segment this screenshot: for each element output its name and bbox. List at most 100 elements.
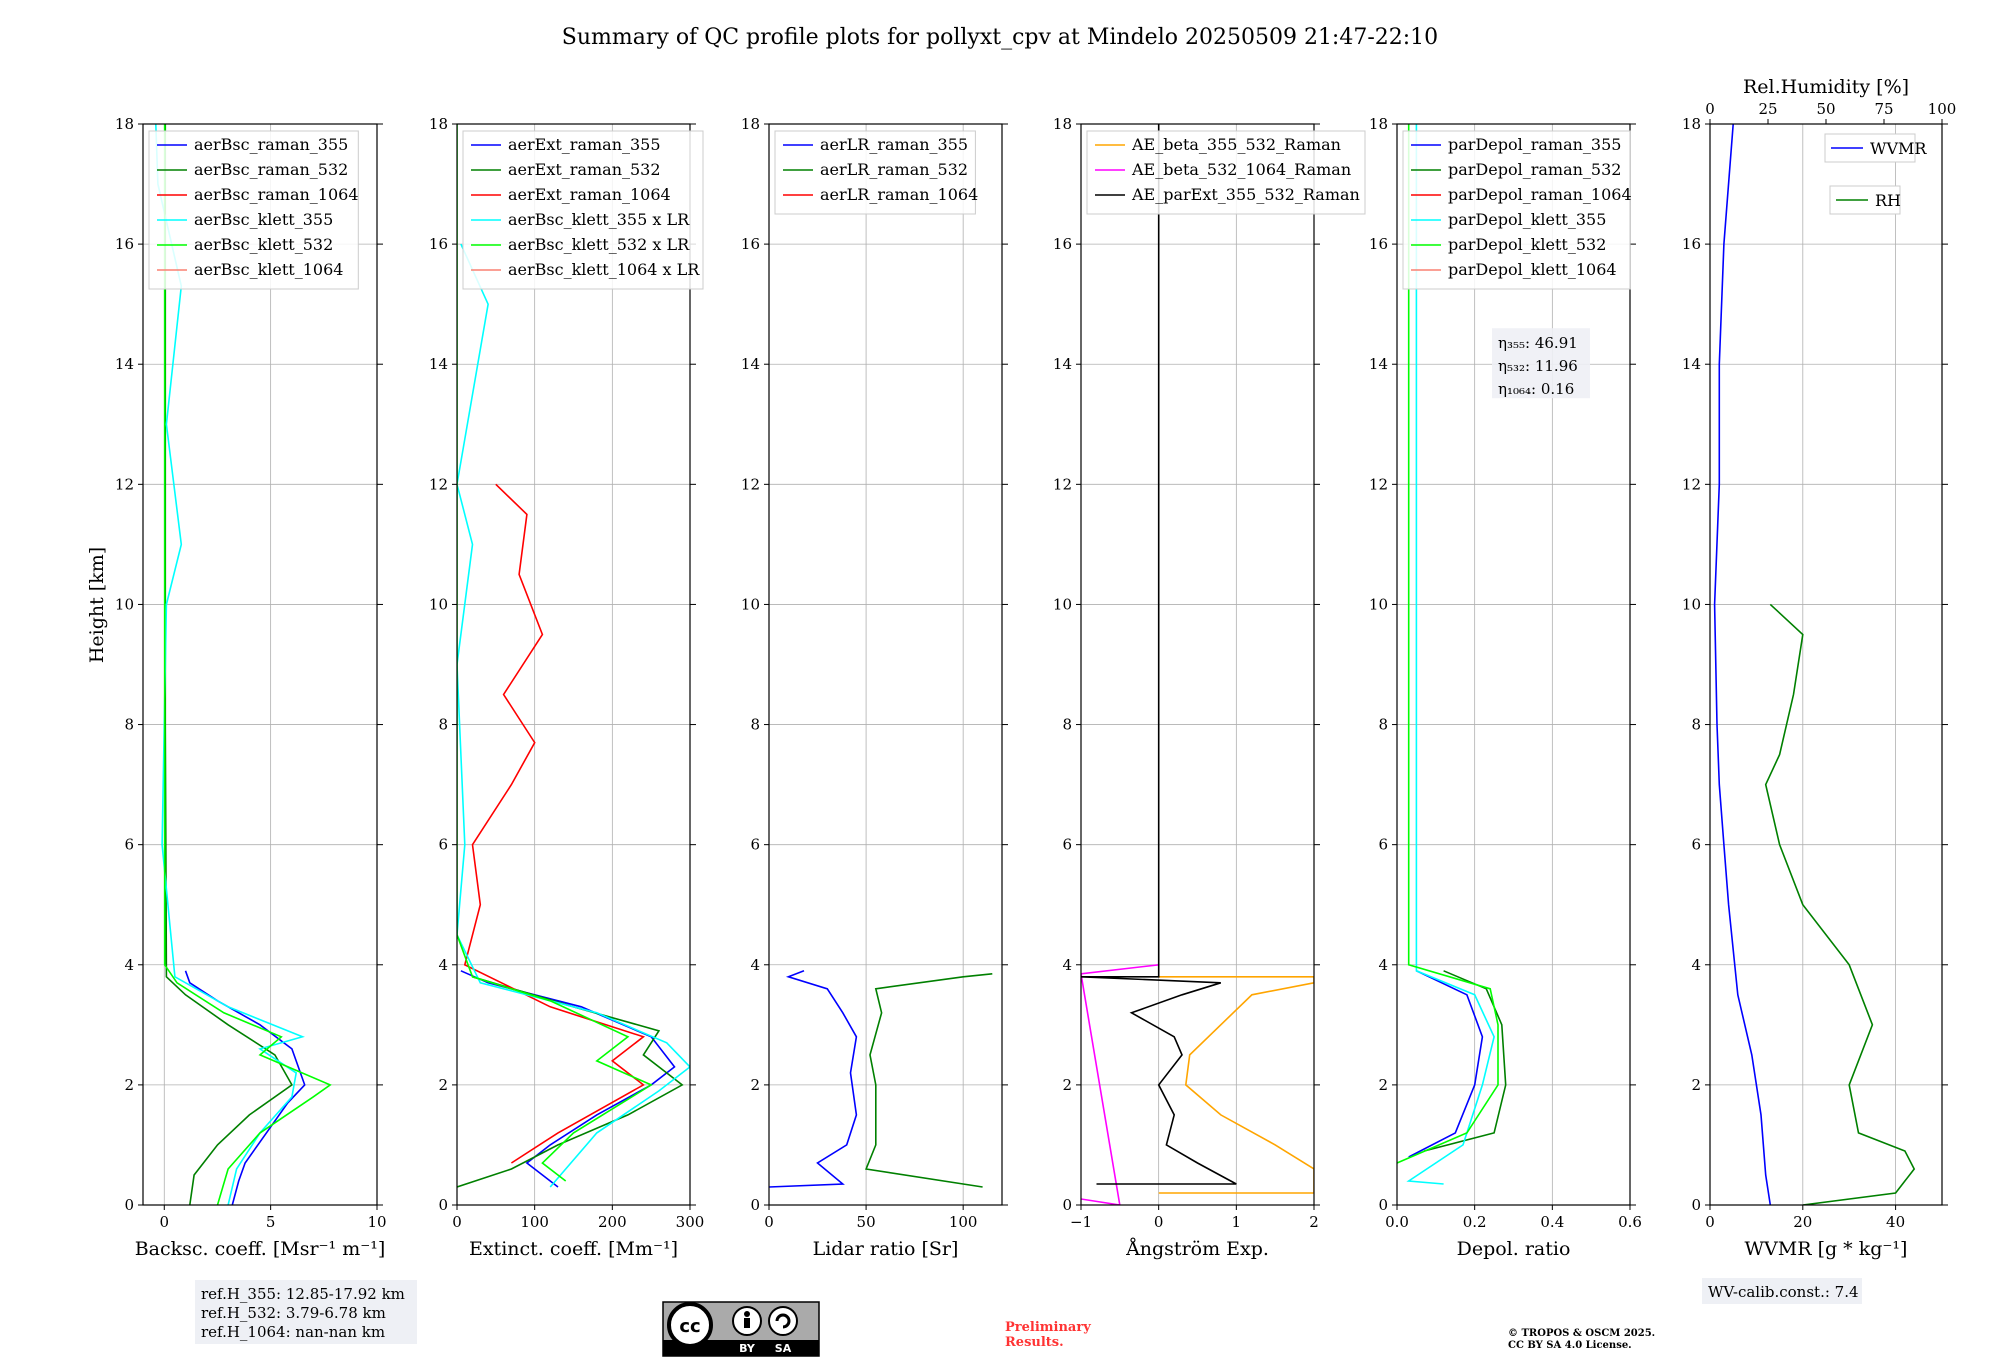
- y-tick-label: 10: [741, 595, 760, 613]
- y-tick-label: 6: [1691, 836, 1701, 854]
- series-group: [769, 970, 993, 1188]
- top-x-tick-label: 50: [1816, 100, 1835, 118]
- x-tick-label: 0: [764, 1213, 774, 1231]
- y-tick-label: 18: [115, 115, 134, 133]
- figure-title: Summary of QC profile plots for pollyxt_…: [562, 25, 1438, 50]
- legend-label: aerBsc_klett_1064: [194, 260, 343, 279]
- y-tick-label: 8: [1062, 716, 1072, 734]
- y-tick-label: 2: [124, 1076, 134, 1094]
- y-tick-label: 2: [750, 1076, 760, 1094]
- panel-lr: 0 50 100 Lidar ratio [Sr] 0 2 4 6 8 10 12 14 16 18 aer…: [741, 115, 1008, 1260]
- ref-h-1064: ref.H_1064: nan-nan km: [201, 1323, 385, 1341]
- x-tick-label: 10: [367, 1213, 386, 1231]
- top-x-tick-label: 75: [1874, 100, 1893, 118]
- y-tick-label: 10: [1369, 595, 1388, 613]
- y-tick-label: 8: [124, 716, 134, 734]
- y-tick-label: 14: [741, 355, 760, 373]
- x-tick-label: 50: [857, 1213, 876, 1231]
- y-tick-label: 10: [429, 595, 448, 613]
- series-group: [1081, 124, 1314, 1205]
- series-aerExt_raman_355: [460, 970, 676, 1188]
- series-parDepol_klett_355: [1406, 124, 1495, 1185]
- x-axis-label: Lidar ratio [Sr]: [813, 1238, 959, 1260]
- legend-label: aerExt_raman_532: [508, 160, 661, 179]
- y-axis-label: Height [km]: [86, 547, 108, 663]
- legend-box: [1086, 130, 1366, 215]
- y-tick-label: 16: [115, 235, 134, 253]
- y-tick-label: 8: [1691, 716, 1701, 734]
- y-tick-label: 12: [115, 475, 134, 493]
- top-x-tick-label: 25: [1758, 100, 1777, 118]
- legend-label: aerBsc_klett_355 x LR: [508, 210, 690, 229]
- legend-label: parDepol_klett_532: [1448, 235, 1606, 254]
- legend-label: AE_parExt_355_532_Raman: [1131, 185, 1360, 204]
- y-tick-label: 18: [429, 115, 448, 133]
- y-tick-label: 16: [1369, 235, 1388, 253]
- x-tick-label: 300: [676, 1213, 705, 1231]
- x-tick-label: 100: [520, 1213, 549, 1231]
- plot-frame: [768, 123, 1003, 1206]
- y-tick-label: 0: [750, 1196, 760, 1214]
- x-tick-label: 0.6: [1618, 1213, 1642, 1231]
- panel-ext: 0 100 200 300 Extinct. coeff. [Mm⁻¹] 0 2 4 6 8 10 1…: [429, 115, 704, 1260]
- y-tick-label: 16: [429, 235, 448, 253]
- cc-by-label: BY: [739, 1342, 756, 1355]
- y-tick-label: 16: [1053, 235, 1072, 253]
- y-tick-label: 4: [1378, 956, 1388, 974]
- eta-box: [1492, 328, 1590, 399]
- plot-frame: [456, 123, 691, 1206]
- x-tick-label: 0: [452, 1213, 462, 1231]
- legend-label: aerLR_raman_1064: [820, 185, 978, 204]
- plot-frame: [1080, 123, 1315, 1206]
- series-aerBsc_klett_355 x LR: [457, 243, 690, 1188]
- ref-height-box: ref.H_355: 12.85-17.92 km ref.H_532: 3.7…: [195, 1280, 417, 1344]
- y-tick-label: 0: [438, 1196, 448, 1214]
- x-tick-label: 0.0: [1385, 1213, 1409, 1231]
- legend-label: aerExt_raman_355: [508, 135, 661, 154]
- y-tick-label: 12: [1053, 475, 1072, 493]
- y-tick-label: 6: [750, 836, 760, 854]
- y-tick-label: 16: [1682, 235, 1701, 253]
- x-tick-label: 100: [949, 1213, 978, 1231]
- y-tick-label: 0: [1691, 1196, 1701, 1214]
- y-tick-label: 6: [1062, 836, 1072, 854]
- svg-text:cc: cc: [679, 1316, 700, 1337]
- ref-h-355: ref.H_355: 12.85-17.92 km: [201, 1285, 405, 1303]
- y-tick-label: 12: [741, 475, 760, 493]
- legend-label: RH: [1875, 191, 1901, 210]
- plot-frame: [142, 123, 378, 1206]
- series-group: [1713, 124, 1916, 1205]
- x-axis-label: Ångström Exp.: [1125, 1238, 1269, 1260]
- legend-label: aerBsc_raman_355: [194, 135, 348, 154]
- y-tick-label: 4: [1062, 956, 1072, 974]
- y-tick-label: 16: [741, 235, 760, 253]
- series-aerExt_raman_1064: [463, 483, 646, 1164]
- series-aerExt_raman_532: [457, 976, 684, 1188]
- y-tick-label: 4: [124, 956, 134, 974]
- y-tick-label: 6: [1378, 836, 1388, 854]
- panel-depol: 0.0 0.2 0.4 0.6 Depol. ratio 0 2 4 6 8 10 12 14 16 18 p…: [1369, 115, 1642, 1260]
- series-aerLR_raman_532: [864, 973, 993, 1188]
- x-axis-label: Depol. ratio: [1457, 1238, 1571, 1260]
- legend-label: WVMR: [1870, 139, 1927, 158]
- legend-label: aerLR_raman_532: [820, 160, 968, 179]
- x-tick-label: 0.2: [1463, 1213, 1487, 1231]
- series-parDepol_klett_532: [1397, 124, 1499, 1164]
- cc-icon: [667, 1302, 713, 1348]
- legend-box: [462, 130, 704, 290]
- series-group: [155, 124, 332, 1205]
- y-tick-label: 18: [1053, 115, 1072, 133]
- legend-label: AE_beta_532_1064_Raman: [1131, 160, 1351, 179]
- eta-eta532: η₅₃₂: 11.96: [1498, 357, 1578, 375]
- legend-label: aerExt_raman_1064: [508, 185, 671, 204]
- panel-bsc: 0 5 10 Backsc. coeff. [Msr⁻¹ m⁻¹] 0 2 4 6 8 10 12 1…: [115, 115, 387, 1260]
- x-tick-label: 2: [1309, 1213, 1319, 1231]
- series-AE_parExt_355_532_Raman: [1081, 124, 1237, 1185]
- series-group: [457, 124, 690, 1188]
- legend-box: [148, 130, 359, 290]
- y-tick-label: 12: [1369, 475, 1388, 493]
- legend-label: aerBsc_klett_532 x LR: [508, 235, 690, 254]
- legend-label: aerBsc_klett_355: [194, 210, 333, 229]
